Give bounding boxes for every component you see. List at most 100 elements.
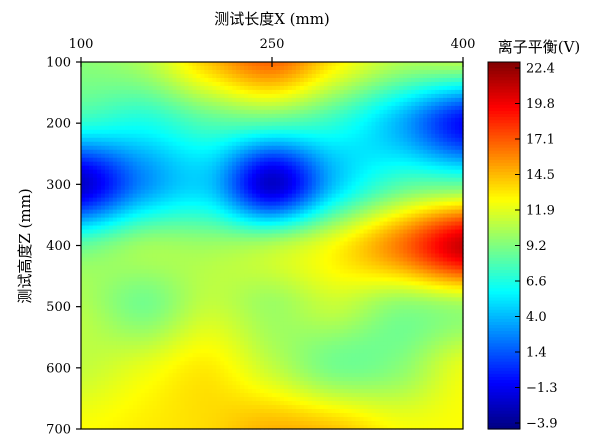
heatmap-cell <box>208 161 213 167</box>
heatmap-cell <box>212 225 217 231</box>
heatmap-cell <box>224 185 229 191</box>
heatmap-cell <box>268 229 273 235</box>
heatmap-cell <box>427 157 432 163</box>
heatmap-cell <box>371 237 377 243</box>
heatmap-cell <box>216 225 221 231</box>
heatmap-cell <box>264 181 269 187</box>
heatmap-cell <box>176 181 182 187</box>
heatmap-cell <box>168 173 174 179</box>
heatmap-cell <box>319 185 325 191</box>
heatmap-cell <box>403 189 408 195</box>
heatmap-cell <box>443 129 448 135</box>
heatmap-cell <box>395 237 400 243</box>
heatmap-cell <box>172 153 178 159</box>
heatmap-cell <box>188 261 194 267</box>
heatmap-cell <box>299 193 305 199</box>
heatmap-cell <box>136 237 142 243</box>
heatmap-cell <box>224 153 229 159</box>
heatmap-cell <box>196 189 201 195</box>
heatmap-cell <box>291 73 297 79</box>
heatmap-cell <box>100 169 106 175</box>
heatmap-cell <box>375 229 381 235</box>
heatmap-cell <box>224 265 229 271</box>
heatmap-cell <box>291 85 297 91</box>
heatmap-cell <box>248 73 253 79</box>
heatmap-cell <box>379 117 385 123</box>
heatmap-cell <box>367 133 373 139</box>
heatmap-cell <box>160 153 166 159</box>
heatmap-cell <box>128 229 134 235</box>
heatmap-cell <box>435 217 440 223</box>
heatmap-cell <box>236 189 241 195</box>
heatmap-cell <box>140 193 146 199</box>
heatmap-cell <box>363 101 369 107</box>
heatmap-cell <box>224 149 229 155</box>
heatmap-cell <box>295 117 301 123</box>
heatmap-cell <box>435 85 440 91</box>
heatmap-cell <box>395 205 400 211</box>
heatmap-cell <box>355 205 361 211</box>
heatmap-cell <box>144 157 150 163</box>
heatmap-cell <box>339 241 345 247</box>
heatmap-cell <box>116 257 122 263</box>
heatmap-cell <box>387 209 392 215</box>
heatmap-cell <box>248 229 253 235</box>
heatmap-cell <box>228 117 233 123</box>
heatmap-cell <box>96 117 102 123</box>
heatmap-cell <box>415 141 420 147</box>
heatmap-cell <box>283 137 289 143</box>
heatmap-cell <box>248 265 253 271</box>
heatmap-cell <box>459 253 464 259</box>
heatmap-cell <box>180 185 186 191</box>
heatmap-cell <box>363 105 369 111</box>
heatmap-cell <box>395 69 400 75</box>
heatmap-cell <box>164 69 170 75</box>
heatmap-cell <box>156 237 162 243</box>
heatmap-cell <box>256 261 261 267</box>
heatmap-cell <box>108 149 114 155</box>
heatmap-cell <box>112 169 118 175</box>
heatmap-cell <box>212 257 217 263</box>
heatmap-cell <box>148 185 154 191</box>
heatmap-cell <box>431 65 436 71</box>
heatmap-cell <box>275 193 281 199</box>
heatmap-cell <box>196 165 201 171</box>
heatmap-cell <box>383 125 388 131</box>
heatmap-cell <box>383 145 388 151</box>
heatmap-cell <box>244 177 249 183</box>
heatmap-cell <box>351 189 357 195</box>
heatmap-cell <box>275 241 281 247</box>
heatmap-cell <box>295 217 301 223</box>
heatmap-cell <box>168 129 174 135</box>
heatmap-cell <box>443 233 448 239</box>
heatmap-cell <box>335 241 341 247</box>
heatmap-cell <box>248 105 253 111</box>
heatmap-cell <box>172 105 178 111</box>
heatmap-cell <box>391 261 396 267</box>
heatmap-cell <box>96 253 102 259</box>
heatmap-cell <box>172 205 178 211</box>
heatmap-cell <box>419 89 424 95</box>
heatmap-cell <box>383 185 388 191</box>
heatmap-cell <box>184 137 190 143</box>
heatmap-cell <box>256 137 261 143</box>
heatmap-cell <box>351 145 357 151</box>
heatmap-cell <box>160 161 166 167</box>
heatmap-cell <box>172 77 178 83</box>
heatmap-cell <box>252 257 257 263</box>
heatmap-cell <box>256 145 261 151</box>
heatmap-cell <box>84 185 90 191</box>
heatmap-cell <box>264 101 269 107</box>
heatmap-cell <box>347 241 353 247</box>
heatmap-cell <box>403 85 408 91</box>
heatmap-cell <box>347 81 353 87</box>
heatmap-cell <box>92 169 98 175</box>
heatmap-cell <box>427 233 432 239</box>
heatmap-cell <box>180 65 186 71</box>
heatmap-cell <box>88 97 94 103</box>
heatmap-cell <box>96 65 102 71</box>
heatmap-cell <box>387 265 392 271</box>
heatmap-cell <box>264 193 269 199</box>
heatmap-cell <box>216 113 221 119</box>
heatmap-cell <box>319 62 325 67</box>
